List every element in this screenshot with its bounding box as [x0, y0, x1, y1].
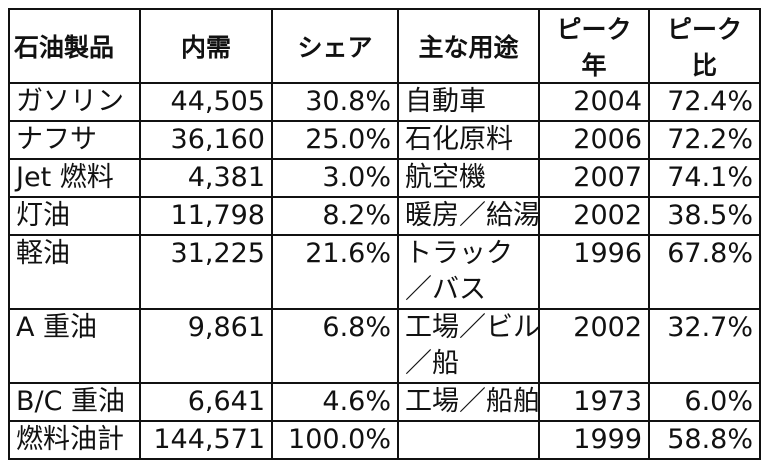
- use-line: トラック: [405, 238, 513, 269]
- share-cell: 6.8%: [271, 308, 399, 384]
- peak-year-cell: 2007: [538, 158, 650, 198]
- header-peak-ratio: ピーク比: [648, 8, 761, 84]
- demand-cell: 36,160: [139, 120, 273, 160]
- peak-year-cell: 2002: [538, 196, 650, 236]
- peak-year-cell: 1973: [538, 382, 650, 422]
- product-cell: ナフサ: [8, 120, 141, 160]
- share-cell: 21.6%: [271, 234, 399, 310]
- share-cell: 30.8%: [271, 82, 399, 122]
- use-line: ／バス: [405, 274, 486, 305]
- demand-cell: 6,641: [139, 382, 273, 422]
- table-row: 燃料油計 144,571 100.0% 1999 58.8%: [8, 420, 761, 460]
- header-share: シェア: [271, 8, 399, 84]
- header-peak-year: ピーク年: [538, 8, 650, 84]
- use-cell: 工場／ビル ／船: [397, 308, 540, 384]
- table-row: B/C 重油 6,641 4.6% 工場／船舶 1973 6.0%: [8, 382, 761, 422]
- product-cell: ガソリン: [8, 82, 141, 122]
- peak-year-cell: 1999: [538, 420, 650, 460]
- use-cell: 工場／船舶: [397, 382, 540, 422]
- table-body: ガソリン 44,505 30.8% 自動車 2004 72.4% ナフサ 36,160 25.0…: [8, 82, 761, 460]
- table-row: ガソリン 44,505 30.8% 自動車 2004 72.4%: [8, 82, 761, 122]
- peak-ratio-cell: 72.4%: [648, 82, 761, 122]
- share-cell: 3.0%: [271, 158, 399, 198]
- use-line: 自動車: [405, 86, 486, 117]
- product-cell: 軽油: [8, 234, 141, 310]
- product-cell: B/C 重油: [8, 382, 141, 422]
- use-line: 石化原料: [405, 124, 513, 155]
- peak-ratio-cell: 38.5%: [648, 196, 761, 236]
- peak-year-cell: 1996: [538, 234, 650, 310]
- demand-cell: 9,861: [139, 308, 273, 384]
- demand-cell: 4,381: [139, 158, 273, 198]
- use-line: 工場／ビル: [405, 312, 539, 343]
- petroleum-products-table: 石油製品 内需 シェア 主な用途 ピーク年 ピーク比 ガソリン 44,505 30.…: [8, 8, 761, 460]
- peak-ratio-cell: 74.1%: [648, 158, 761, 198]
- peak-year-cell: 2004: [538, 82, 650, 122]
- header-use: 主な用途: [397, 8, 540, 84]
- table-row: A 重油 9,861 6.8% 工場／ビル ／船 2002 32.7%: [8, 308, 761, 384]
- use-cell: 航空機: [397, 158, 540, 198]
- use-line: 暖房／給湯: [405, 200, 539, 231]
- product-cell: 燃料油計: [8, 420, 141, 460]
- peak-ratio-cell: 6.0%: [648, 382, 761, 422]
- use-cell: 石化原料: [397, 120, 540, 160]
- use-cell: [397, 420, 540, 460]
- use-cell: トラック ／バス: [397, 234, 540, 310]
- product-cell: 灯油: [8, 196, 141, 236]
- use-cell: 自動車: [397, 82, 540, 122]
- use-cell: 暖房／給湯: [397, 196, 540, 236]
- table-row: ナフサ 36,160 25.0% 石化原料 2006 72.2%: [8, 120, 761, 160]
- share-cell: 8.2%: [271, 196, 399, 236]
- product-cell: A 重油: [8, 308, 141, 384]
- peak-ratio-cell: 32.7%: [648, 308, 761, 384]
- table-row: 灯油 11,798 8.2% 暖房／給湯 2002 38.5%: [8, 196, 761, 236]
- peak-ratio-cell: 58.8%: [648, 420, 761, 460]
- share-cell: 100.0%: [271, 420, 399, 460]
- use-line: 工場／船舶: [405, 386, 539, 417]
- peak-ratio-cell: 72.2%: [648, 120, 761, 160]
- header-product: 石油製品: [8, 8, 141, 84]
- demand-cell: 144,571: [139, 420, 273, 460]
- product-cell: Jet 燃料: [8, 158, 141, 198]
- peak-ratio-cell: 67.8%: [648, 234, 761, 310]
- share-cell: 25.0%: [271, 120, 399, 160]
- share-cell: 4.6%: [271, 382, 399, 422]
- table-row: Jet 燃料 4,381 3.0% 航空機 2007 74.1%: [8, 158, 761, 198]
- header-row: 石油製品 内需 シェア 主な用途 ピーク年 ピーク比: [8, 8, 761, 84]
- table-row: 軽油 31,225 21.6% トラック ／バス 1996 67.8%: [8, 234, 761, 310]
- peak-year-cell: 2002: [538, 308, 650, 384]
- use-line: 航空機: [405, 162, 486, 193]
- peak-year-cell: 2006: [538, 120, 650, 160]
- use-line: ／船: [405, 348, 459, 379]
- header-demand: 内需: [139, 8, 273, 84]
- demand-cell: 44,505: [139, 82, 273, 122]
- demand-cell: 11,798: [139, 196, 273, 236]
- demand-cell: 31,225: [139, 234, 273, 310]
